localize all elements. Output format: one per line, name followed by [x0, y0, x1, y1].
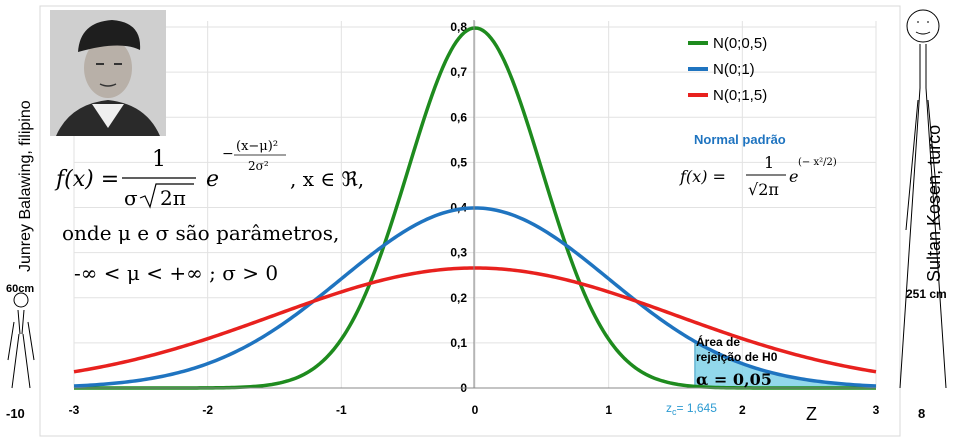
formula-sqrt-sign — [139, 183, 194, 209]
zc-label: zc= 1,645 — [666, 401, 717, 417]
area-label-line1: Área de — [696, 334, 740, 349]
left-person-name: Junrey Balawing, filipino — [17, 100, 34, 272]
x-tick-label: 1 — [605, 403, 612, 417]
y-tick-label: 0,3 — [450, 246, 467, 260]
right-person-name: Sultan Kosen, turco — [924, 125, 944, 282]
standard-normal-title: Normal padrão — [694, 132, 786, 147]
y-tick-label: 0,8 — [450, 20, 467, 34]
formula-exp-num: (x−μ)² — [236, 139, 278, 154]
right-person-head — [906, 9, 940, 43]
normal-formula: f(x) = 1 σ 2π e − (x−μ)² 2σ² , x ∈ ℜ, on… — [54, 139, 364, 285]
plot-frame — [39, 5, 901, 437]
y-tick-label: 0,6 — [450, 110, 467, 124]
series-line-1 — [73, 206, 877, 388]
x-tick-label: 3 — [873, 403, 880, 417]
formula-domain: , x ∈ ℜ, — [290, 167, 364, 191]
left-person-figure — [7, 292, 35, 389]
portrait-face — [84, 38, 132, 98]
zc-value: = 1,645 — [677, 401, 718, 415]
area-label-line2: rejeição de H0 — [696, 350, 778, 364]
y-tick-label: 0,5 — [450, 155, 467, 169]
portrait-cap — [78, 20, 141, 52]
std-denominator: √2π — [748, 180, 779, 199]
series-line-2 — [73, 266, 877, 374]
x-tick-label: -2 — [202, 403, 213, 417]
formula-numerator: 1 — [152, 147, 166, 172]
legend-label-blue: N(0;1) — [713, 61, 755, 78]
formula-den-sigma: σ — [124, 186, 138, 210]
right-person-body — [899, 44, 947, 389]
formula-den-root: 2π — [160, 186, 186, 210]
std-exp-base: e — [789, 167, 798, 186]
formula-exp-den: 2σ² — [248, 159, 269, 173]
zc-symbol: z — [666, 401, 672, 415]
legend-label-green: N(0;0,5) — [713, 35, 767, 52]
portrait-mouth — [99, 83, 117, 87]
legend: N(0;0,5) N(0;1) N(0;1,5) — [688, 35, 767, 104]
left-scale-label: -10 — [6, 406, 25, 421]
right-person-height: 251 cm — [906, 287, 947, 301]
y-tick-labels: 00,10,20,30,40,50,60,70,8 — [450, 20, 467, 395]
right-person-face — [915, 21, 931, 35]
std-numerator: 1 — [764, 153, 774, 172]
formula-constraints-line: -∞ < μ < +∞ ; σ > 0 — [74, 261, 278, 285]
left-person-head — [13, 292, 29, 308]
x-tick-label: -3 — [69, 403, 80, 417]
std-fx: f(x) = — [679, 167, 726, 186]
x-tick-label: 0 — [472, 403, 479, 417]
x-tick-label: 2 — [739, 403, 746, 417]
formula-params-line: onde μ e σ são parâmetros, — [62, 221, 339, 245]
y-tick-label: 0,7 — [450, 65, 467, 79]
x-tick-labels: -3 -2 -1 0 1 2 3 — [69, 403, 880, 417]
right-scale-label: 8 — [918, 406, 925, 421]
zc-subscript: c — [672, 407, 677, 417]
portrait-collar — [92, 104, 124, 128]
formula-fx: f(x) = — [54, 167, 119, 192]
right-person-figure — [899, 9, 947, 389]
x-axis-label: Z — [806, 404, 817, 424]
std-exponent: (− x²/2) — [798, 157, 837, 168]
rejection-area — [694, 341, 876, 388]
portrait-image — [50, 10, 166, 136]
formula-exp-minus: − — [222, 146, 234, 162]
legend-label-red: N(0;1,5) — [713, 87, 767, 104]
y-tick-label: 0,1 — [450, 336, 467, 350]
left-person-body — [7, 309, 35, 389]
left-person-height: 60cm — [6, 283, 34, 295]
y-tick-label: 0,2 — [450, 291, 467, 305]
formula-exp-base: e — [206, 167, 219, 192]
alpha-label: α = 0,05 — [696, 370, 772, 389]
x-tick-label: -1 — [336, 403, 347, 417]
standard-normal-formula: f(x) = 1 √2π e (− x²/2) — [679, 153, 837, 199]
